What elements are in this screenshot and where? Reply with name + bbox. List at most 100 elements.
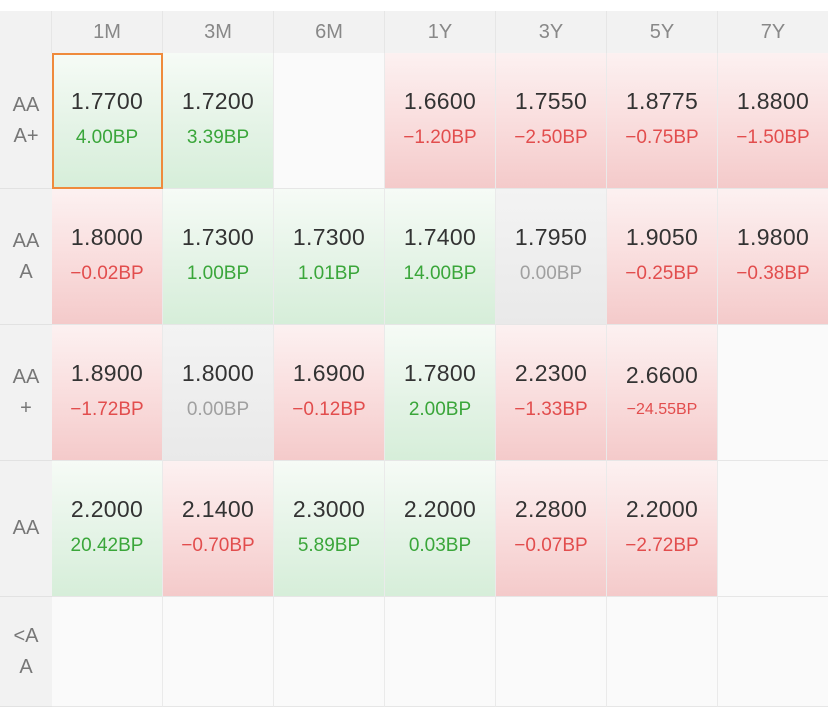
empty-cell <box>718 461 828 597</box>
rate-cell[interactable]: 1.7400 14.00BP <box>385 189 496 325</box>
tenor-header-1y[interactable]: 1Y <box>385 11 496 53</box>
rate-cell[interactable]: 1.9800 −0.38BP <box>718 189 828 325</box>
rate-change: −0.38BP <box>736 263 810 284</box>
rate-change: 20.42BP <box>70 535 144 556</box>
rate-price: 1.7300 <box>292 224 366 250</box>
rate-price: 1.7700 <box>70 88 144 114</box>
rate-price: 1.9800 <box>736 224 810 250</box>
rate-price: 1.7950 <box>514 224 588 250</box>
rate-price: 1.7300 <box>181 224 255 250</box>
rate-change: −0.02BP <box>70 263 144 284</box>
rate-cell[interactable]: 2.3000 5.89BP <box>274 461 385 597</box>
rate-cell[interactable]: 2.2300 −1.33BP <box>496 325 607 461</box>
rate-change: 0.03BP <box>408 535 472 556</box>
tenor-header-1m[interactable]: 1M <box>52 11 163 53</box>
rate-price: 2.6600 <box>625 362 699 388</box>
empty-cell <box>718 597 828 707</box>
rate-price: 2.2300 <box>514 360 588 386</box>
rate-change: 4.00BP <box>75 127 139 148</box>
empty-cell <box>496 597 607 707</box>
rate-price: 1.7800 <box>403 360 477 386</box>
rating-row-label: AA + <box>0 325 52 461</box>
rate-change: −2.50BP <box>514 127 588 148</box>
rate-change: 2.00BP <box>408 399 472 420</box>
rate-price: 1.9050 <box>625 224 699 250</box>
rate-cell[interactable]: 2.2000 −2.72BP <box>607 461 718 597</box>
header-corner <box>0 11 52 53</box>
rate-price: 2.2800 <box>514 496 588 522</box>
rating-label-line: + <box>20 396 32 419</box>
rate-change: 3.39BP <box>186 127 250 148</box>
empty-cell <box>385 597 496 707</box>
rate-cell[interactable]: 2.2000 0.03BP <box>385 461 496 597</box>
rate-cell[interactable]: 1.8900 −1.72BP <box>52 325 163 461</box>
rate-price: 2.2000 <box>70 496 144 522</box>
rate-price: 2.1400 <box>181 496 255 522</box>
rate-cell[interactable]: 1.8800 −1.50BP <box>718 53 828 189</box>
rate-cell[interactable]: 1.7200 3.39BP <box>163 53 274 189</box>
rate-matrix: 1M 3M 6M 1Y 3Y 5Y 7Y AA A+ 1.7700 4.00BP 1.7200 3.39… <box>0 11 828 707</box>
rating-label-line: AA <box>12 229 40 252</box>
empty-cell <box>52 597 163 707</box>
rate-price: 2.2000 <box>403 496 477 522</box>
rate-cell[interactable]: 1.8000 0.00BP <box>163 325 274 461</box>
rate-price: 1.8900 <box>70 360 144 386</box>
rating-label-line: AA <box>12 517 40 539</box>
rate-change: −1.33BP <box>514 399 588 420</box>
rate-cell[interactable]: 1.7700 4.00BP <box>52 53 163 189</box>
rate-change: −0.70BP <box>181 535 255 556</box>
rate-cell[interactable]: 1.6600 −1.20BP <box>385 53 496 189</box>
tenor-header-6m[interactable]: 6M <box>274 11 385 53</box>
rate-cell[interactable]: 2.2800 −0.07BP <box>496 461 607 597</box>
rate-price: 1.8000 <box>181 360 255 386</box>
empty-cell <box>607 597 718 707</box>
tenor-header-5y[interactable]: 5Y <box>607 11 718 53</box>
rate-price: 2.2000 <box>625 496 699 522</box>
rate-price: 1.6600 <box>403 88 477 114</box>
rate-cell[interactable]: 2.6600 −24.55BP <box>607 325 718 461</box>
rate-cell[interactable]: 2.2000 20.42BP <box>52 461 163 597</box>
rate-change: −0.75BP <box>625 127 699 148</box>
rate-cell[interactable]: 1.7800 2.00BP <box>385 325 496 461</box>
rate-cell[interactable]: 1.8000 −0.02BP <box>52 189 163 325</box>
rate-price: 1.7550 <box>514 88 588 114</box>
rate-price: 2.3000 <box>292 496 366 522</box>
empty-cell <box>163 597 274 707</box>
rate-cell[interactable]: 1.9050 −0.25BP <box>607 189 718 325</box>
rate-cell[interactable]: 1.6900 −0.12BP <box>274 325 385 461</box>
rate-price: 1.7400 <box>403 224 477 250</box>
rate-change: −0.07BP <box>514 535 588 556</box>
rate-change: −0.25BP <box>625 263 699 284</box>
rating-row-label: AA <box>0 461 52 597</box>
rating-label-line: A+ <box>13 124 39 147</box>
tenor-header-3m[interactable]: 3M <box>163 11 274 53</box>
rate-change: −0.12BP <box>292 399 366 420</box>
rating-label-line: AA <box>12 93 40 116</box>
empty-cell <box>718 325 828 461</box>
rate-cell[interactable]: 1.7550 −2.50BP <box>496 53 607 189</box>
rate-price: 1.7200 <box>181 88 255 114</box>
rating-label-line: AA <box>12 365 40 388</box>
rating-row-label: AA A <box>0 189 52 325</box>
rate-cell[interactable]: 1.7950 0.00BP <box>496 189 607 325</box>
rate-change: −24.55BP <box>626 401 698 418</box>
rate-change: 1.00BP <box>186 263 250 284</box>
rate-cell[interactable]: 1.7300 1.00BP <box>163 189 274 325</box>
rate-change: −1.72BP <box>70 399 144 420</box>
rate-change: 1.01BP <box>297 263 361 284</box>
rate-price: 1.8800 <box>736 88 810 114</box>
rate-cell[interactable]: 1.8775 −0.75BP <box>607 53 718 189</box>
rate-change: 0.00BP <box>519 263 583 284</box>
tenor-header-3y[interactable]: 3Y <box>496 11 607 53</box>
rating-label-line: A <box>19 655 33 678</box>
rating-row-label: AA A+ <box>0 53 52 189</box>
tenor-header-7y[interactable]: 7Y <box>718 11 828 53</box>
rating-label-line: <A <box>13 624 39 647</box>
rate-change: −1.50BP <box>736 127 810 148</box>
rating-label-line: A <box>19 260 33 283</box>
empty-cell <box>274 597 385 707</box>
rate-cell[interactable]: 2.1400 −0.70BP <box>163 461 274 597</box>
rate-cell[interactable]: 1.7300 1.01BP <box>274 189 385 325</box>
rate-change: 14.00BP <box>403 263 477 284</box>
rate-price: 1.8775 <box>625 88 699 114</box>
